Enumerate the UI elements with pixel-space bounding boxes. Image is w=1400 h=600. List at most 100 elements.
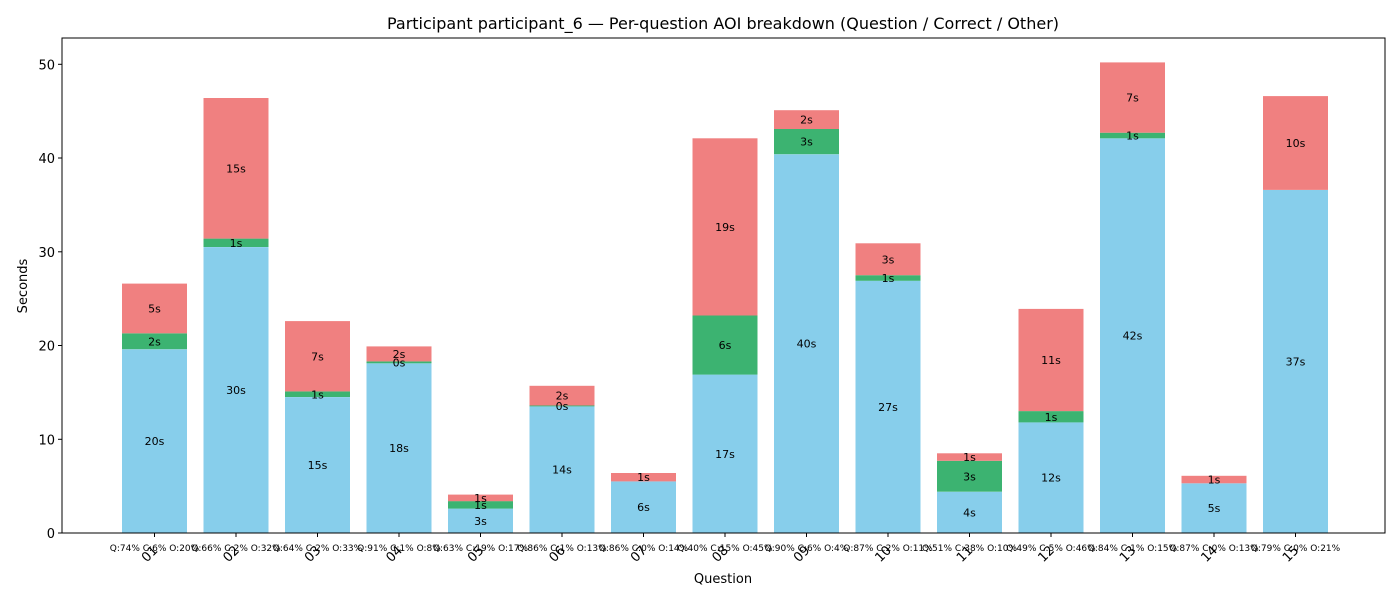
- bar-segment-1-05: [448, 508, 513, 533]
- bar-segment-1-12: [1018, 422, 1084, 533]
- x-share-label: Q:74% C:6% O:20%: [110, 544, 200, 554]
- segment-label-1-11: 4s: [963, 506, 976, 519]
- bar-segment-3-09: [774, 110, 839, 129]
- y-tick-label: 30: [38, 246, 55, 261]
- segment-label-3-03: 7s: [311, 350, 324, 363]
- segment-label-2-04: 0s: [393, 356, 406, 369]
- bar-segment-2-03: [285, 391, 350, 397]
- x-share-label: Q:87% C:0% O:13%: [1169, 544, 1259, 554]
- bar-segment-3-05: [448, 494, 513, 502]
- segment-label-3-08: 19s: [715, 221, 735, 234]
- segment-label-1-03: 15s: [308, 459, 328, 472]
- bar-segment-2-08: [692, 315, 758, 375]
- segment-label-3-14: 1s: [1208, 474, 1221, 487]
- bar-segment-3-11: [937, 453, 1002, 461]
- segment-label-3-12: 11s: [1041, 354, 1061, 367]
- bar-segment-3-02: [203, 98, 269, 239]
- x-share-label: Q:64% C:2% O:33%: [273, 544, 363, 554]
- bar-label-group: 20s2s5s30s1s15s15s1s7s18s0s2s3s1s1s14s0s…: [145, 92, 1306, 528]
- segment-label-1-15: 37s: [1286, 355, 1306, 368]
- bar-segment-3-08: [692, 138, 758, 316]
- bar-segment-3-15: [1263, 96, 1328, 190]
- y-tick-label: 20: [38, 340, 55, 355]
- segment-label-3-09: 2s: [800, 114, 813, 127]
- segment-label-1-10: 27s: [878, 401, 898, 414]
- segment-label-1-08: 17s: [715, 448, 735, 461]
- x-share-label: Q:49% C:5% O:46%: [1006, 544, 1096, 554]
- y-tick-label: 40: [38, 152, 55, 167]
- segment-label-3-02: 15s: [226, 162, 246, 175]
- bar-segment-3-07: [611, 473, 676, 482]
- x-share-label: Q:66% C:2% O:32%: [191, 544, 281, 554]
- x-share-label: Q:40% C:15% O:45%: [677, 544, 773, 554]
- bar-segment-2-13: [1100, 132, 1165, 139]
- bar-segment-1-03: [285, 397, 350, 533]
- segment-label-1-14: 5s: [1208, 502, 1221, 515]
- segment-label-2-09: 3s: [800, 136, 813, 149]
- segment-label-3-06: 2s: [556, 390, 569, 403]
- bar-segment-1-08: [692, 374, 758, 533]
- y-tick-label: 10: [38, 433, 55, 448]
- segment-label-1-07: 6s: [637, 501, 650, 514]
- segment-label-2-06: 0s: [556, 400, 569, 413]
- bar-segment-1-15: [1263, 189, 1328, 533]
- x-axis: Q:74% C:6% O:20%01 Q:66% C:2% O:32%02 Q:64…: [110, 533, 1341, 566]
- x-axis-label: Question: [694, 572, 752, 587]
- segment-label-1-05: 3s: [474, 515, 487, 528]
- y-axis-label: Seconds: [16, 258, 31, 313]
- segment-label-3-15: 10s: [1286, 137, 1306, 150]
- bar-segment-2-06: [529, 405, 595, 407]
- segment-label-1-06: 14s: [552, 464, 572, 477]
- bar-segment-2-04: [366, 361, 432, 364]
- segment-label-3-05: 1s: [474, 492, 487, 505]
- bar-segment-1-14: [1181, 483, 1247, 533]
- segment-label-2-01: 2s: [148, 335, 161, 348]
- x-share-label: Q:51% C:38% O:10%: [922, 544, 1018, 554]
- x-share-label: Q:91% C:1% O:8%: [357, 544, 441, 554]
- bar-segment-3-14: [1181, 475, 1247, 484]
- x-share-label: Q:84% C:1% O:15%: [1088, 544, 1178, 554]
- bar-segment-1-11: [937, 491, 1002, 534]
- bar-segment-2-10: [855, 275, 921, 281]
- x-share-label: Q:86% C:0% O:14%: [599, 544, 689, 554]
- chart-title: Participant participant_6 — Per-question…: [387, 14, 1059, 34]
- segment-label-2-11: 3s: [963, 470, 976, 483]
- bar-segment-2-09: [774, 128, 839, 155]
- bar-segment-1-02: [203, 247, 269, 533]
- x-share-label: Q:87% C:2% O:11%: [843, 544, 933, 554]
- plot-frame: [61, 37, 1386, 534]
- x-share-label: Q:63% C:19% O:17%: [433, 544, 529, 554]
- segment-label-1-04: 18s: [389, 442, 409, 455]
- bar-segment-1-13: [1100, 138, 1165, 534]
- bar-segment-1-01: [122, 349, 187, 534]
- bar-segment-2-01: [122, 333, 187, 350]
- segment-label-3-01: 5s: [148, 303, 161, 316]
- x-share-label: Q:90% C:6% O:4%: [765, 544, 849, 554]
- segment-label-1-12: 12s: [1041, 472, 1061, 485]
- segment-label-3-11: 1s: [963, 451, 976, 464]
- segment-label-2-03: 1s: [311, 388, 324, 401]
- y-tick-label: 50: [38, 58, 55, 73]
- bar-segment-2-11: [937, 460, 1002, 492]
- bar-segment-1-04: [366, 363, 432, 533]
- segment-label-2-10: 1s: [882, 272, 895, 285]
- bar-segment-1-09: [774, 154, 839, 534]
- segment-label-1-01: 20s: [145, 435, 165, 448]
- segment-label-3-13: 7s: [1126, 92, 1139, 105]
- bar-segment-1-07: [611, 481, 676, 533]
- bar-segment-2-02: [203, 238, 269, 247]
- bar-segment-3-01: [122, 283, 187, 334]
- segment-label-3-04: 2s: [393, 348, 406, 361]
- segment-label-3-10: 3s: [882, 253, 895, 266]
- segment-label-1-09: 40s: [797, 338, 817, 351]
- bar-segment-3-10: [855, 243, 921, 276]
- bar-segment-3-12: [1018, 308, 1084, 412]
- bar-segment-3-03: [285, 321, 350, 392]
- segment-label-2-13: 1s: [1126, 130, 1139, 143]
- segment-label-3-07: 1s: [637, 471, 650, 484]
- bar-segment-2-05: [448, 501, 513, 509]
- segment-label-2-02: 1s: [230, 237, 243, 250]
- bar-segment-2-12: [1018, 411, 1084, 423]
- bar-segment-3-06: [529, 385, 595, 406]
